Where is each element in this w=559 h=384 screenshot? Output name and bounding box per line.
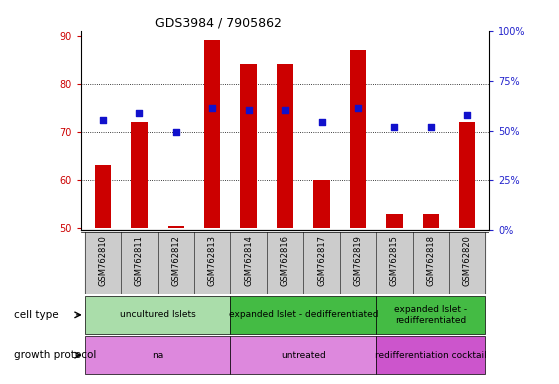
Point (208, 104, 217, 111)
Text: growth protocol: growth protocol (14, 350, 96, 360)
Bar (85, 336, 230, 374)
Bar (376, 336, 485, 374)
Bar (204, 40, 220, 228)
Text: GSM762818: GSM762818 (427, 235, 435, 286)
Text: GSM762810: GSM762810 (98, 235, 107, 286)
Bar (121, 232, 158, 294)
Bar (94, 166, 111, 228)
Text: cell type: cell type (14, 310, 59, 320)
Text: GSM762811: GSM762811 (135, 235, 144, 286)
Point (317, 119, 326, 125)
Text: redifferentiation cocktail: redifferentiation cocktail (375, 351, 487, 360)
Bar (459, 122, 476, 228)
Point (135, 109, 144, 116)
Bar (386, 214, 402, 228)
Text: GSM762813: GSM762813 (208, 235, 217, 286)
Point (244, 107, 253, 113)
Bar (230, 232, 267, 294)
Bar (277, 65, 293, 228)
Bar (230, 296, 376, 334)
Bar (267, 232, 304, 294)
Text: expanded Islet -
redifferentiated: expanded Islet - redifferentiated (394, 305, 467, 324)
Text: GSM762819: GSM762819 (353, 235, 362, 286)
Point (463, 112, 472, 118)
Bar (158, 232, 194, 294)
Point (98, 117, 107, 123)
Point (390, 124, 399, 130)
Bar (340, 232, 376, 294)
Text: na: na (152, 351, 163, 360)
Text: GDS3984 / 7905862: GDS3984 / 7905862 (154, 17, 281, 30)
Point (353, 104, 362, 111)
Text: expanded Islet - dedifferentiated: expanded Islet - dedifferentiated (229, 310, 378, 319)
Point (171, 129, 180, 135)
Bar (413, 232, 449, 294)
Bar (85, 232, 121, 294)
Text: GSM762814: GSM762814 (244, 235, 253, 286)
Bar (85, 296, 230, 334)
Text: GSM762820: GSM762820 (463, 235, 472, 286)
Bar (314, 180, 330, 228)
Bar (304, 232, 340, 294)
Bar (240, 65, 257, 228)
Text: GSM762816: GSM762816 (281, 235, 290, 286)
Bar (449, 232, 485, 294)
Point (281, 107, 290, 113)
Bar (131, 122, 148, 228)
Text: untreated: untreated (281, 351, 326, 360)
Text: GSM762817: GSM762817 (317, 235, 326, 286)
Bar (230, 336, 376, 374)
Bar (423, 214, 439, 228)
Bar (350, 50, 366, 228)
Text: GSM762815: GSM762815 (390, 235, 399, 286)
Bar (194, 232, 230, 294)
Text: GSM762812: GSM762812 (171, 235, 181, 286)
Bar (168, 225, 184, 228)
Bar (376, 232, 413, 294)
Point (427, 124, 435, 130)
Bar (376, 296, 485, 334)
Text: uncultured Islets: uncultured Islets (120, 310, 196, 319)
